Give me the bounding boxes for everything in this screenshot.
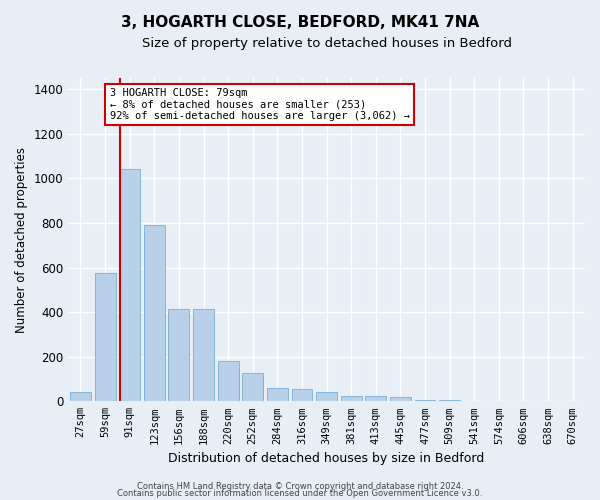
Bar: [365, 396, 386, 402]
Text: Contains HM Land Registry data © Crown copyright and database right 2024.: Contains HM Land Registry data © Crown c…: [137, 482, 463, 491]
Bar: [242, 374, 263, 402]
Bar: [169, 309, 190, 402]
Bar: [70, 392, 91, 402]
Bar: [292, 389, 313, 402]
Bar: [390, 397, 411, 402]
Bar: [316, 392, 337, 402]
Text: 3 HOGARTH CLOSE: 79sqm
← 8% of detached houses are smaller (253)
92% of semi-det: 3 HOGARTH CLOSE: 79sqm ← 8% of detached …: [110, 88, 410, 121]
Bar: [144, 225, 165, 402]
Bar: [341, 396, 362, 402]
Bar: [95, 273, 116, 402]
Title: Size of property relative to detached houses in Bedford: Size of property relative to detached ho…: [142, 38, 512, 51]
Bar: [267, 388, 288, 402]
Bar: [119, 170, 140, 402]
Text: Contains public sector information licensed under the Open Government Licence v3: Contains public sector information licen…: [118, 490, 482, 498]
Y-axis label: Number of detached properties: Number of detached properties: [15, 146, 28, 332]
Bar: [218, 361, 239, 402]
Bar: [193, 309, 214, 402]
Bar: [439, 400, 460, 402]
X-axis label: Distribution of detached houses by size in Bedford: Distribution of detached houses by size …: [169, 452, 485, 465]
Bar: [415, 400, 436, 402]
Text: 3, HOGARTH CLOSE, BEDFORD, MK41 7NA: 3, HOGARTH CLOSE, BEDFORD, MK41 7NA: [121, 15, 479, 30]
